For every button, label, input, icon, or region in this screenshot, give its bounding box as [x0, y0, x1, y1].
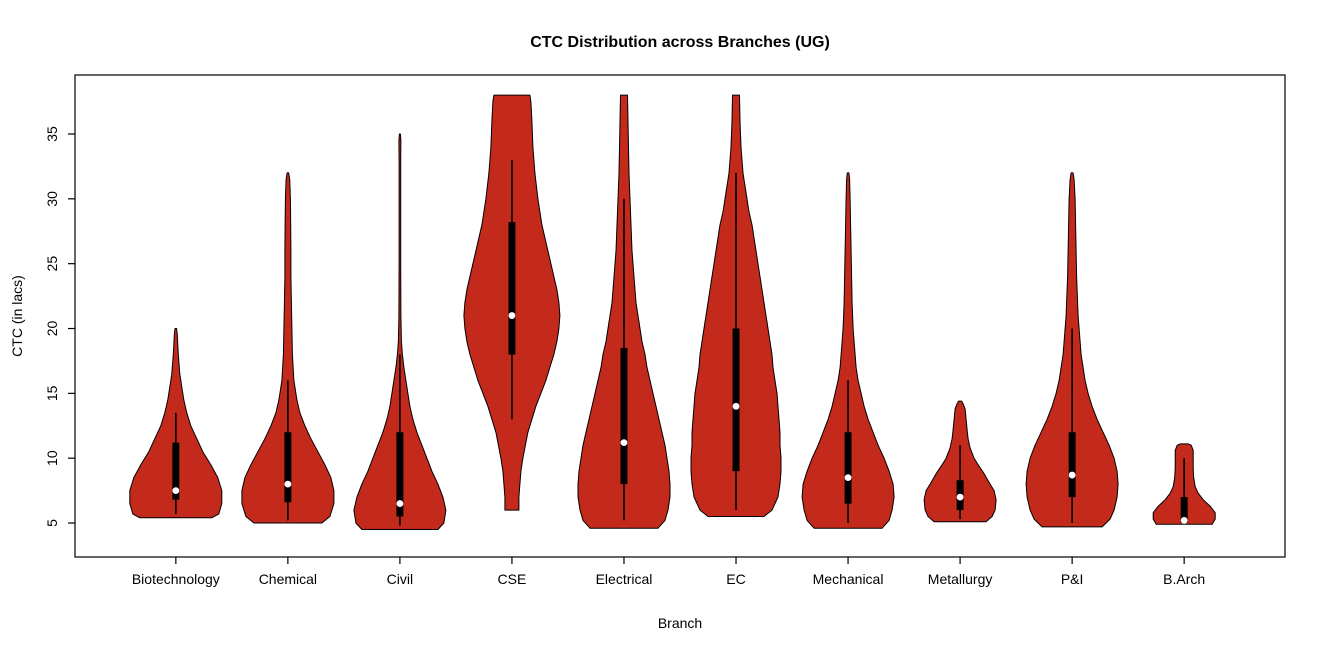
y-tick-label: 5 — [44, 519, 60, 527]
x-category-label: EC — [726, 571, 745, 587]
x-category-label: Civil — [387, 571, 413, 587]
violin-shape — [241, 172, 335, 524]
x-category-label: Electrical — [596, 571, 653, 587]
y-tick-label: 30 — [44, 191, 60, 207]
median-dot — [172, 487, 180, 495]
plot-border — [74, 74, 1286, 558]
y-axis-label: CTC (in lacs) — [9, 275, 25, 357]
x-category-label: Mechanical — [813, 571, 884, 587]
median-dot — [732, 402, 740, 410]
y-tick-label: 20 — [44, 321, 60, 337]
plot-area: 5 10 15 20 25 30 35 Biotechnology Chemical Civil C… — [44, 94, 1216, 587]
chart-title: CTC Distribution across Branches (UG) — [530, 34, 830, 51]
y-tick-label: 10 — [44, 450, 60, 466]
x-category-label: CSE — [498, 571, 527, 587]
x-category-label: Biotechnology — [132, 571, 220, 587]
median-dot — [956, 493, 964, 501]
median-dot — [284, 480, 292, 488]
median-dot — [396, 500, 404, 507]
violin-shape — [353, 133, 447, 530]
x-category-label: B.Arch — [1163, 571, 1205, 587]
x-axis-label: Branch — [658, 615, 702, 631]
median-dot — [508, 312, 516, 319]
median-dot — [1180, 517, 1188, 524]
median-dot — [844, 474, 852, 482]
x-category-label: P&I — [1061, 571, 1084, 587]
median-dot — [1068, 471, 1076, 479]
x-category-label: Chemical — [259, 571, 317, 587]
y-tick-label: 15 — [44, 385, 60, 401]
x-category-label: Metallurgy — [928, 571, 993, 587]
y-tick-label: 35 — [44, 126, 60, 142]
median-dot — [620, 439, 628, 447]
y-tick-label: 25 — [44, 256, 60, 272]
violin-shape — [801, 172, 895, 529]
